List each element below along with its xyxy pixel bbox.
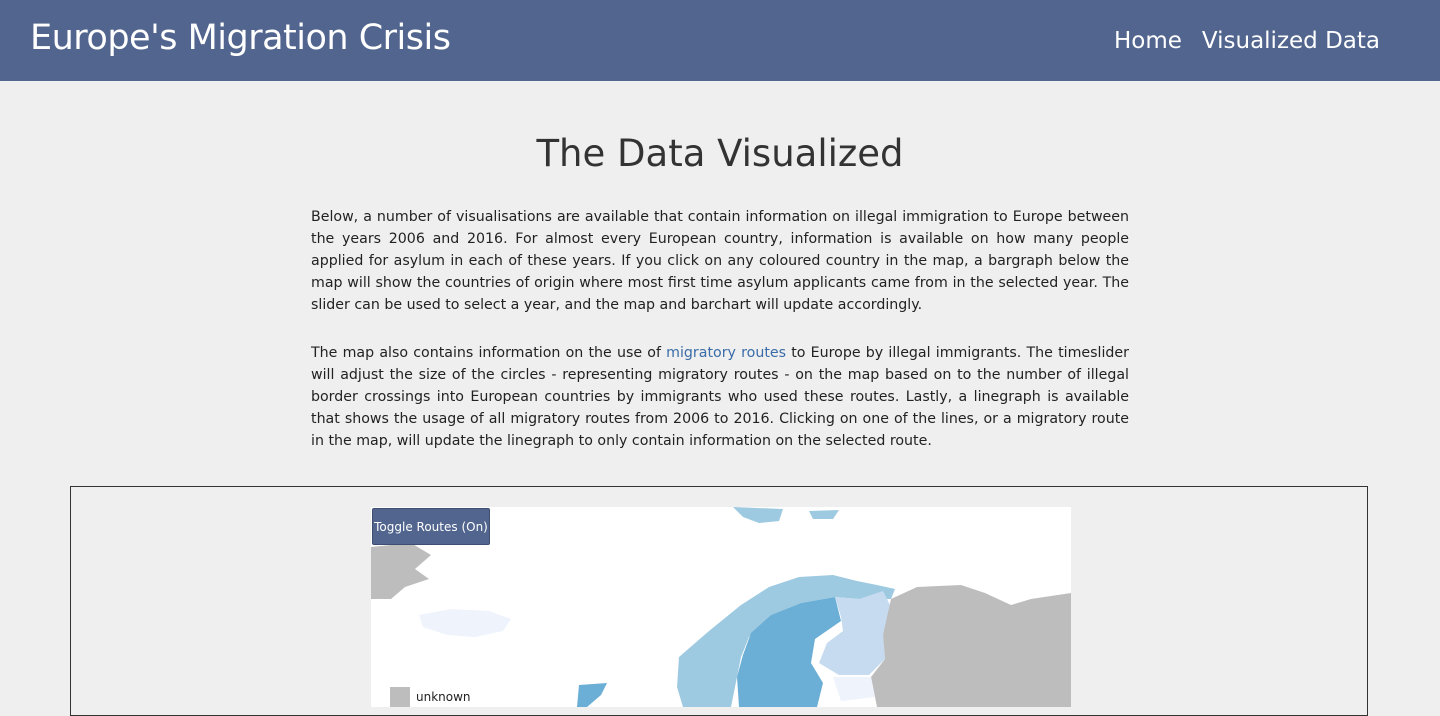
map-island-north[interactable]: [809, 510, 839, 519]
map-country-denmark[interactable]: [577, 683, 607, 707]
toggle-routes-button[interactable]: Toggle Routes (On): [372, 508, 490, 545]
map-svg: [371, 507, 1071, 707]
intro-paragraph: Below, a number of visualisations are av…: [311, 209, 1129, 313]
visualization-container: Toggle Routes (On) unknown: [70, 486, 1368, 716]
routes-paragraph-text-end: to Europe by illegal immigrants. The tim…: [311, 345, 1129, 449]
page-title: The Data Visualized: [536, 132, 904, 175]
map-country-sweden[interactable]: [737, 597, 841, 707]
map-country-finland[interactable]: [819, 591, 891, 675]
routes-paragraph: The map also contains information on the…: [311, 342, 1129, 452]
site-title: Europe's Migration Crisis: [30, 18, 451, 58]
map-country-norway[interactable]: [677, 575, 895, 707]
main-nav: Home Visualized Data: [1114, 28, 1380, 54]
map-country-greenland[interactable]: [371, 543, 431, 599]
europe-map[interactable]: Toggle Routes (On) unknown: [371, 507, 1071, 707]
map-country-estonia[interactable]: [833, 677, 875, 701]
routes-paragraph-text-start: The map also contains information on the…: [311, 345, 667, 361]
legend-swatch-unknown: [390, 687, 410, 707]
nav-link-visualized-data[interactable]: Visualized Data: [1201, 28, 1380, 54]
site-header: Europe's Migration Crisis Home Visualize…: [0, 0, 1440, 81]
map-country-iceland[interactable]: [419, 609, 511, 637]
map-country-svalbard[interactable]: [733, 507, 783, 523]
map-legend: unknown: [390, 687, 471, 707]
migratory-routes-link[interactable]: migratory routes: [666, 345, 787, 361]
nav-link-home[interactable]: Home: [1113, 28, 1182, 54]
map-country-russia[interactable]: [871, 585, 1071, 707]
legend-label-unknown: unknown: [416, 690, 471, 704]
